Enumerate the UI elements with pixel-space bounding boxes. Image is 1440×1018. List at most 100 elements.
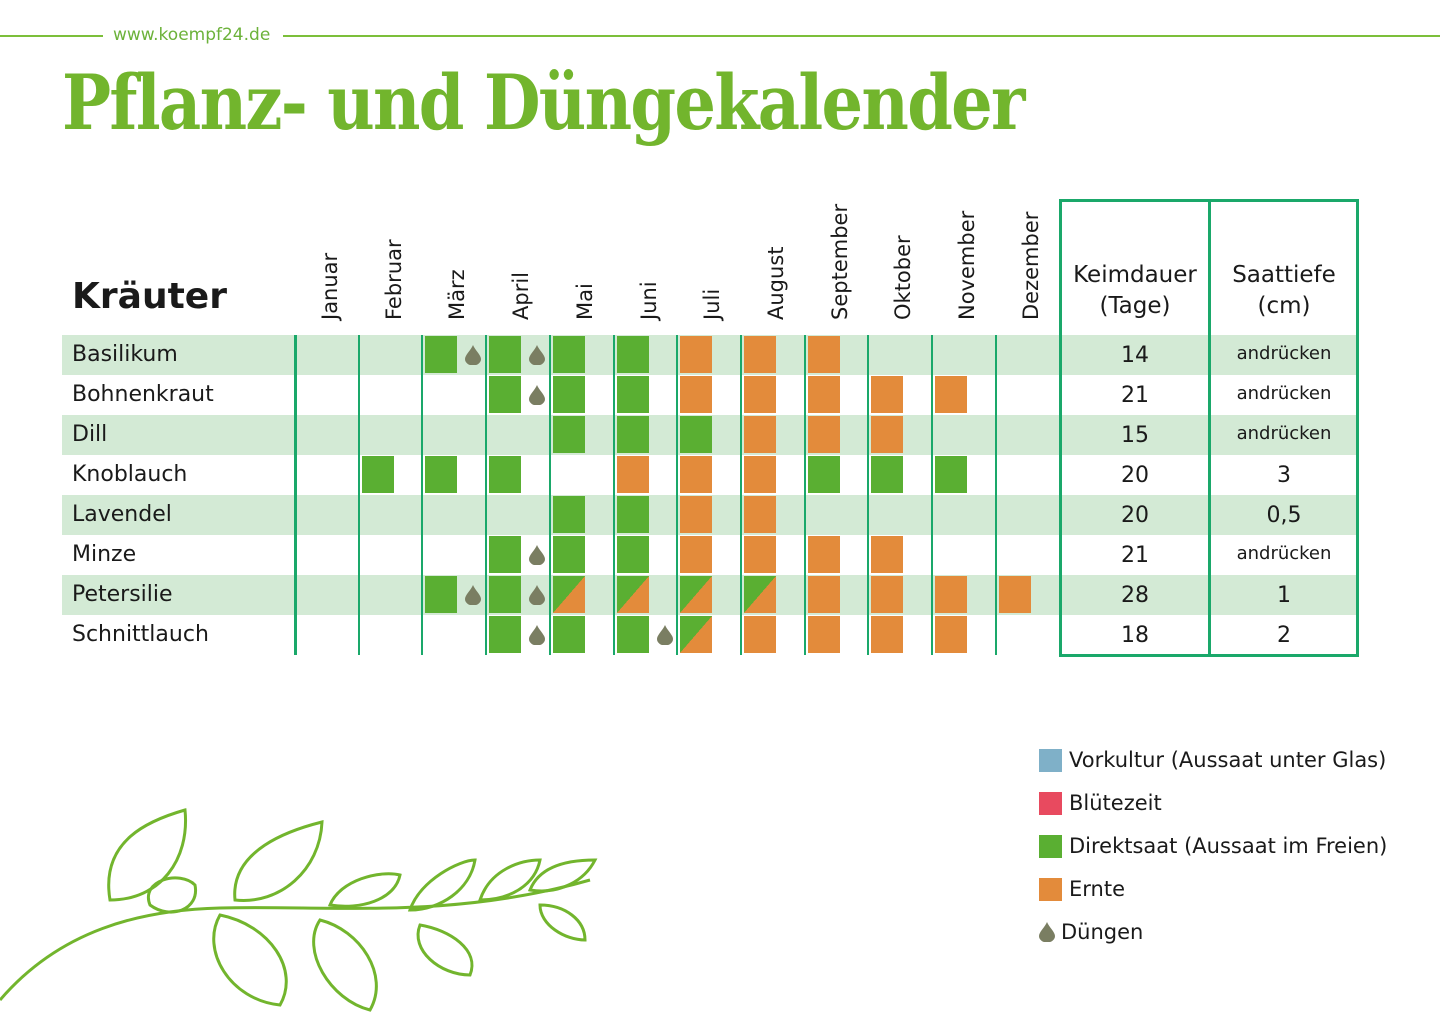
keimdauer-value: 20 <box>1121 463 1149 488</box>
direktsaat-cell <box>552 416 585 453</box>
table-row: Schnittlauch 18 2 <box>62 615 1358 655</box>
ernte-cell <box>871 376 904 413</box>
ernte-cell <box>807 536 840 573</box>
month-divider <box>676 335 679 655</box>
table-row: Petersilie 28 1 <box>62 575 1358 615</box>
direktsaat-cell <box>425 456 458 493</box>
legend-swatch-icon <box>1039 877 1062 901</box>
ernte-cell <box>743 336 776 373</box>
month-header-11: Dezember <box>1018 211 1043 320</box>
legend-label: Blütezeit <box>1069 791 1162 815</box>
keimdauer-value: 28 <box>1121 583 1149 608</box>
month-header-0: Januar <box>318 252 342 320</box>
ernte-cell <box>807 416 840 453</box>
ernte-cell <box>871 616 904 653</box>
direktsaat-cell <box>489 616 522 653</box>
direktsaat-cell <box>552 496 585 533</box>
direktsaat-ernte-cell <box>743 576 776 613</box>
table-row: Basilikum 14 andrücken <box>62 335 1358 375</box>
saattiefe-label: Saattiefe <box>1232 262 1336 288</box>
ernte-cell <box>743 456 776 493</box>
keimdauer-header: Keimdauer (Tage) <box>1061 260 1209 322</box>
month-divider <box>994 335 997 655</box>
ernte-cell <box>680 496 713 533</box>
ernte-cell <box>935 576 967 613</box>
info-box-divider <box>1208 199 1211 657</box>
month-header-4: Mai <box>572 283 597 320</box>
saattiefe-header: Saattiefe (cm) <box>1210 260 1358 322</box>
legend-swatch-icon <box>1039 834 1062 858</box>
direktsaat-cell <box>425 336 458 373</box>
keimdauer-value: 15 <box>1121 423 1149 448</box>
herb-name: Bohnenkraut <box>72 382 214 407</box>
direktsaat-cell <box>616 416 649 453</box>
duengen-drop-icon <box>529 625 546 646</box>
saattiefe-value: andrücken <box>1236 423 1332 444</box>
direktsaat-cell <box>489 336 522 373</box>
month-divider <box>294 335 297 655</box>
ernte-cell <box>871 416 904 453</box>
direktsaat-cell <box>616 496 649 533</box>
legend-label: Düngen <box>1061 920 1144 944</box>
ernte-cell <box>871 576 904 613</box>
table-row: Lavendel 20 0,5 <box>62 495 1358 535</box>
direktsaat-cell <box>425 576 458 613</box>
ernte-cell <box>743 416 776 453</box>
month-divider <box>867 335 870 655</box>
legend-swatch-icon <box>1039 748 1062 772</box>
ernte-cell <box>680 336 713 373</box>
ernte-cell <box>807 376 840 413</box>
ernte-cell <box>680 456 713 493</box>
website-url[interactable]: www.koempf24.de <box>113 25 271 45</box>
direktsaat-ernte-cell <box>680 616 713 653</box>
direktsaat-cell <box>616 616 649 653</box>
duengen-drop-icon <box>529 545 546 566</box>
saattiefe-value: andrücken <box>1236 383 1332 404</box>
direktsaat-cell <box>489 536 522 573</box>
legend-label: Vorkultur (Aussaat unter Glas) <box>1069 748 1387 772</box>
direktsaat-cell <box>489 376 522 413</box>
month-divider <box>612 335 615 655</box>
direktsaat-cell <box>361 456 394 493</box>
ernte-cell <box>743 496 776 533</box>
direktsaat-cell <box>552 336 585 373</box>
month-divider <box>421 335 424 655</box>
herb-name: Dill <box>72 422 108 447</box>
month-divider <box>485 335 488 655</box>
keimdauer-value: 21 <box>1121 543 1149 568</box>
legend-swatch-icon <box>1039 791 1062 815</box>
ernte-cell <box>871 536 904 573</box>
saattiefe-value: 1 <box>1277 583 1291 608</box>
ernte-cell <box>743 616 776 653</box>
table-row: Dill 15 andrücken <box>62 415 1358 455</box>
month-divider <box>357 335 360 655</box>
ernte-cell <box>935 616 967 653</box>
herb-branch-illustration <box>0 808 598 1012</box>
month-divider <box>803 335 806 655</box>
direktsaat-ernte-cell <box>616 576 649 613</box>
ernte-cell <box>935 376 967 413</box>
ernte-cell <box>807 336 840 373</box>
saattiefe-value: 0,5 <box>1266 503 1302 528</box>
direktsaat-cell <box>616 536 649 573</box>
herb-name: Minze <box>72 542 137 567</box>
month-header-6: Juli <box>700 288 725 320</box>
keimdauer-value: 20 <box>1121 503 1149 528</box>
month-divider <box>739 335 742 655</box>
direktsaat-cell <box>680 416 713 453</box>
month-header-9: Oktober <box>891 235 916 320</box>
direktsaat-cell <box>552 376 585 413</box>
herb-name: Schnittlauch <box>72 622 209 647</box>
keimdauer-unit: (Tage) <box>1099 293 1171 319</box>
herb-name: Petersilie <box>72 582 173 607</box>
table-row: Minze 21 andrücken <box>62 535 1358 575</box>
ernte-cell <box>680 376 713 413</box>
month-header-3: April <box>509 272 534 320</box>
legend-item: Ernte <box>1039 877 1125 901</box>
table-row: Knoblauch 20 3 <box>62 455 1358 495</box>
month-header-1: Februar <box>381 239 406 320</box>
drop-icon <box>1039 922 1055 942</box>
direktsaat-cell <box>489 576 522 613</box>
keimdauer-value: 18 <box>1121 623 1149 648</box>
herb-name: Lavendel <box>72 502 172 527</box>
